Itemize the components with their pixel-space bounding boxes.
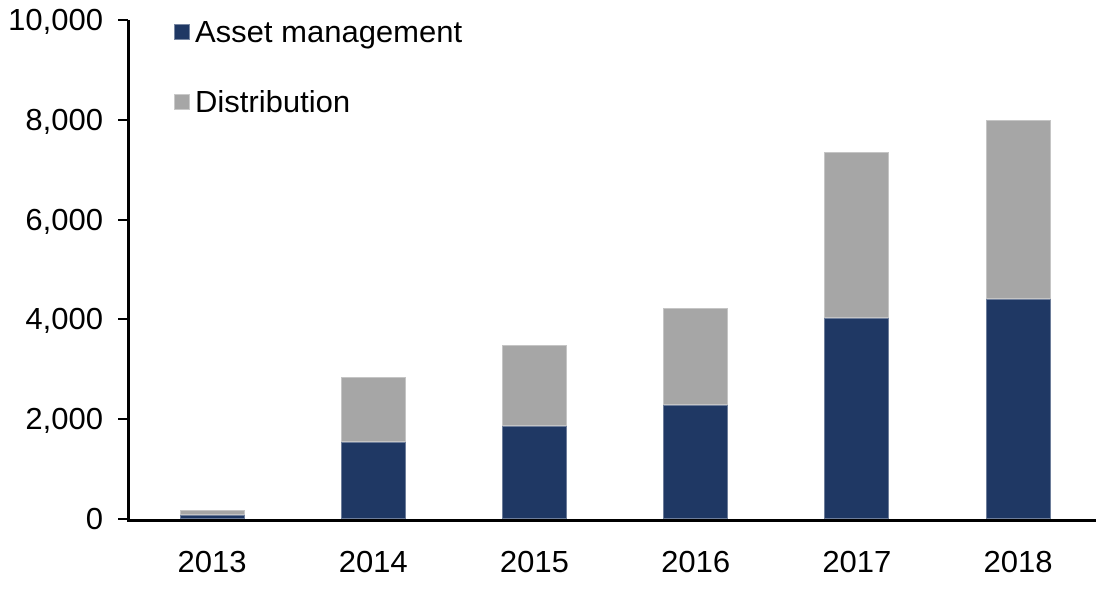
- bar-2013-asset-management: [179, 514, 245, 519]
- x-axis-line: [127, 519, 1096, 522]
- legend-item-asset-management: Asset management: [174, 14, 462, 55]
- y-tick-mark: [118, 518, 128, 520]
- y-axis-label: 8,000: [25, 101, 103, 137]
- x-axis-label-2013: 2013: [177, 544, 247, 579]
- bar-2015-asset-management: [501, 425, 567, 519]
- bar-2013-distribution: [179, 510, 245, 515]
- y-axis-label: 10,000: [8, 2, 103, 37]
- bar-2015-distribution: [501, 344, 567, 426]
- legend-label-asset-management: Asset management: [195, 14, 463, 49]
- x-axis-label-2015: 2015: [499, 544, 569, 579]
- bar-2014-distribution: [340, 376, 406, 443]
- bar-2018-distribution: [985, 119, 1051, 300]
- bar-2016-distribution: [663, 307, 729, 405]
- y-tick-mark: [118, 19, 128, 21]
- bar-2016-asset-management: [663, 404, 729, 519]
- y-tick-mark: [118, 418, 128, 421]
- y-axis-line: [127, 20, 130, 522]
- x-axis-label-2017: 2017: [822, 544, 892, 579]
- legend-item-distribution: Distribution: [174, 84, 462, 125]
- bar-2017-distribution: [824, 152, 890, 319]
- y-tick-mark: [118, 218, 128, 221]
- y-axis-label: 0: [85, 501, 103, 536]
- y-axis-label: 4,000: [25, 301, 103, 337]
- y-axis-label: 2,000: [25, 401, 103, 437]
- y-tick-mark: [118, 118, 128, 121]
- legend-label-distribution: Distribution: [195, 84, 351, 119]
- legend-key-asset-management-icon: [174, 24, 190, 40]
- bar-2017-asset-management: [824, 318, 890, 519]
- bar-2018-asset-management: [985, 299, 1051, 519]
- bar-2014-asset-management: [340, 442, 406, 519]
- x-axis-label-2018: 2018: [983, 544, 1053, 579]
- x-axis-label-2014: 2014: [338, 544, 408, 579]
- x-axis-label-2016: 2016: [661, 544, 731, 579]
- y-tick-mark: [118, 318, 128, 321]
- y-axis-label: 6,000: [25, 201, 103, 237]
- legend: Asset management Distribution: [174, 14, 462, 157]
- legend-key-distribution-icon: [174, 94, 190, 110]
